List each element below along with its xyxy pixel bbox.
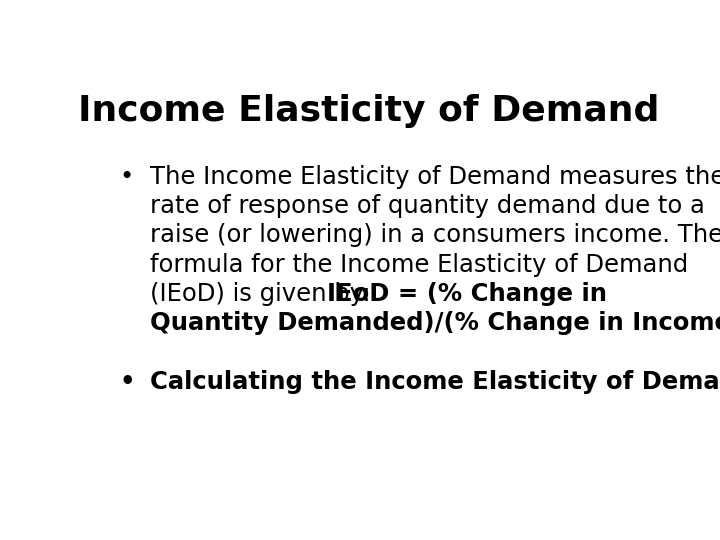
Text: Calculating the Income Elasticity of Demand: Calculating the Income Elasticity of Dem… [150, 370, 720, 394]
Text: •: • [120, 165, 134, 189]
Text: •: • [120, 370, 135, 394]
Text: IEoD = (% Change in: IEoD = (% Change in [328, 282, 608, 306]
Text: Income Elasticity of Demand: Income Elasticity of Demand [78, 94, 660, 128]
Text: raise (or lowering) in a consumers income. The: raise (or lowering) in a consumers incom… [150, 224, 720, 247]
Text: formula for the Income Elasticity of Demand: formula for the Income Elasticity of Dem… [150, 253, 689, 276]
Text: (IEoD) is given by:: (IEoD) is given by: [150, 282, 379, 306]
Text: The Income Elasticity of Demand measures the: The Income Elasticity of Demand measures… [150, 165, 720, 189]
Text: rate of response of quantity demand due to a: rate of response of quantity demand due … [150, 194, 706, 218]
Text: Quantity Demanded)/(% Change in Income): Quantity Demanded)/(% Change in Income) [150, 311, 720, 335]
